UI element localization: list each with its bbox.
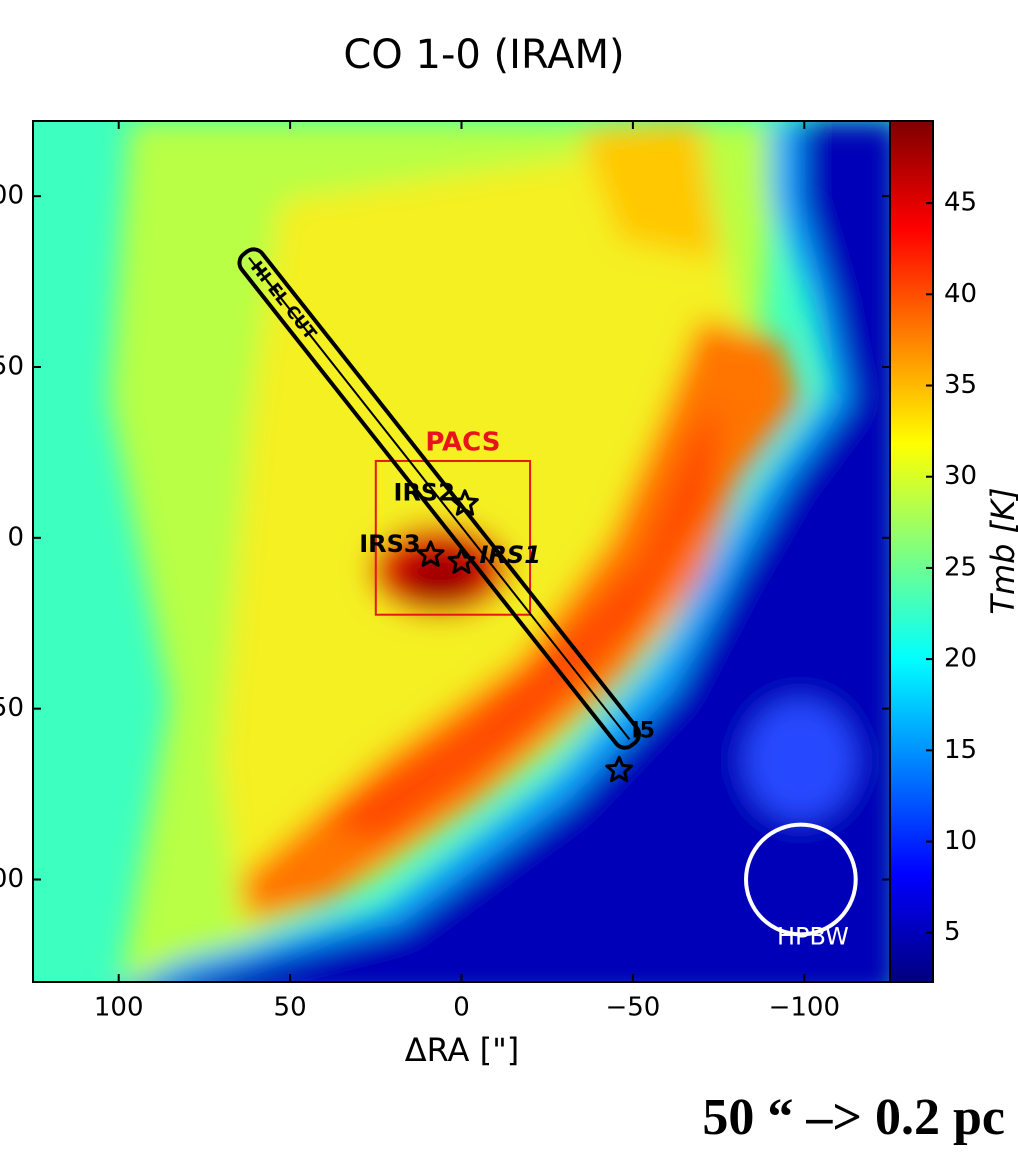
cut-end-label: I5 xyxy=(631,718,655,743)
source-star xyxy=(451,489,479,516)
colorbar-tick-label: 25 xyxy=(944,552,977,582)
source-star xyxy=(447,547,476,574)
colorbar-tick-label: 45 xyxy=(944,188,977,218)
source-label: IRS1 xyxy=(480,541,541,569)
x-tick-label: 100 xyxy=(94,993,144,1023)
colorbar-tick-label: 40 xyxy=(944,279,977,309)
y-tick-label: −100 xyxy=(0,864,24,894)
source-label: IRS3 xyxy=(359,530,420,558)
x-tick-label: 50 xyxy=(274,993,307,1023)
colorbar-tick-label: 5 xyxy=(944,917,961,947)
cut-axis xyxy=(248,257,631,741)
colorbar xyxy=(889,120,934,983)
beam-label: HPBW xyxy=(777,923,849,951)
intensity-map xyxy=(33,121,890,982)
colorbar-tick-label: 20 xyxy=(944,644,977,674)
y-tick-label: −50 xyxy=(0,693,24,723)
source-star xyxy=(605,755,634,783)
scale-note: 50 “ –> 0.2 pc xyxy=(702,1089,1005,1146)
y-tick-label: 0 xyxy=(7,522,24,552)
x-tick-label: −50 xyxy=(605,993,660,1023)
y-tick-label: 100 xyxy=(0,181,24,211)
colorbar-tick-label: 30 xyxy=(944,461,977,491)
pacs-box xyxy=(374,459,532,616)
y-tick-label: 50 xyxy=(0,352,24,382)
x-tick-label: 0 xyxy=(453,993,470,1023)
pacs-label: PACS xyxy=(425,427,500,457)
colorbar-label: Tmb [K] xyxy=(984,487,1018,614)
colorbar-tick-label: 35 xyxy=(944,370,977,400)
beam-circle xyxy=(744,822,858,937)
chart-title: CO 1-0 (IRAM) xyxy=(343,32,624,78)
x-axis-label: ΔRA ["] xyxy=(405,1031,520,1069)
x-tick-label: −100 xyxy=(769,993,840,1023)
source-label: IRS2 xyxy=(394,479,455,507)
colorbar-tick-label: 10 xyxy=(944,826,977,856)
colorbar-tick-label: 15 xyxy=(944,735,977,765)
cut-outline xyxy=(237,247,641,750)
source-star xyxy=(416,540,445,567)
